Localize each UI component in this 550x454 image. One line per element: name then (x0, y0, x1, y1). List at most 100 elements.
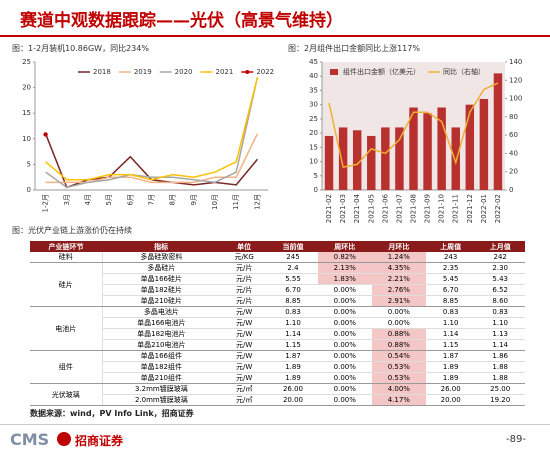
cell: 2.0mm镀膜玻璃 (102, 394, 221, 406)
cell: 4.00% (371, 383, 426, 395)
legend-label: 2020 (175, 68, 193, 76)
legend-label: 2021 (215, 68, 233, 76)
cell: 0.83 (425, 306, 476, 318)
column-header: 上月值 (475, 241, 525, 252)
bar (367, 135, 376, 190)
cell: 元/片 (220, 273, 269, 285)
x-tick-label: 11月 (232, 194, 240, 210)
cell: 6.70 (268, 284, 318, 296)
cell: 0.88% (371, 339, 426, 351)
series-line (328, 82, 499, 169)
cell: 1.89 (268, 372, 318, 384)
cell: 1.89 (425, 361, 476, 373)
cell: 元/片 (220, 284, 269, 296)
cell: 0.53% (371, 372, 426, 384)
x-tick-label: 7月 (148, 194, 156, 205)
y-tick-label: 0 (27, 186, 31, 194)
series-line (45, 133, 259, 184)
bar (451, 127, 460, 190)
x-tick-label: 2021-05 (367, 194, 375, 223)
x-tick-label: 2022-02 (494, 194, 502, 223)
x-tick-label: 2021-10 (438, 194, 446, 223)
cell: 1.24% (371, 252, 426, 263)
bar (352, 130, 362, 190)
cell: 元/W (220, 361, 269, 373)
group-cell: 电池片 (30, 306, 103, 351)
cell: 1.14 (425, 328, 476, 340)
cell: 0.00% (317, 383, 372, 395)
cell: 单晶182电池片 (102, 328, 221, 340)
cell: 1.13 (475, 328, 525, 340)
x-tick-label: 2021-04 (353, 193, 361, 223)
x-tick-label: 2021-08 (410, 194, 418, 223)
legend-label: 同比（右轴） (443, 67, 485, 76)
cell: 0.00% (317, 328, 372, 340)
x-tick-label: 6月 (126, 194, 134, 205)
column-header: 月环比 (371, 241, 426, 252)
cell: 5.45 (425, 273, 476, 285)
cell: 26.00 (268, 383, 318, 395)
row: 光伏玻璃 3.2mm镀膜玻璃 元/㎡ 26.00 0.00% 4.00% 26.00 25.0… (30, 383, 525, 406)
logo-mark (57, 432, 71, 446)
cell: 0.88% (371, 328, 426, 340)
cell: 2.35 (425, 262, 476, 274)
cell: 19.20 (475, 394, 525, 406)
table-caption: 图：光伏产业链上游涨价仍在持续 (12, 226, 132, 235)
cell: 元/W (220, 372, 269, 384)
brand: 招商证券 (75, 434, 124, 448)
cell: 0.00% (317, 306, 372, 318)
x-tick-label: 2021-07 (395, 194, 403, 223)
column-header: 产业链环节 (30, 241, 103, 252)
y-tick-label: 5 (314, 172, 318, 180)
x-tick-label: 5月 (105, 194, 113, 205)
cell: 1.14 (475, 339, 525, 351)
x-tick-label: 10月 (211, 194, 219, 210)
cell: 1.89 (425, 372, 476, 384)
cell: 元/片 (220, 295, 269, 307)
cell: 单晶182硅片 (102, 284, 221, 296)
group-cell: 光伏玻璃 (30, 383, 103, 406)
bar (465, 104, 475, 190)
cell: 1.89 (268, 361, 318, 373)
row: 电池片 多晶电池片 元/W 0.83 0.00% 0.00% 0.83 0.83 (30, 306, 525, 351)
cell: 8.85 (425, 295, 476, 307)
y-tick-label: 10 (309, 158, 318, 166)
cell: 1.15 (425, 339, 476, 351)
cell: 8.60 (475, 295, 525, 307)
y2-tick-label: 20 (509, 168, 518, 176)
footer-rule (0, 424, 550, 425)
y-tick-label: 20 (22, 84, 31, 92)
row: 单晶182硅片 元/片 6.70 0.00% 2.76% 6.70 6.52 (30, 284, 525, 296)
x-tick-label: 1-2月 (42, 194, 50, 212)
y2-tick-label: 0 (509, 186, 513, 194)
cell: 5.55 (268, 273, 318, 285)
cell: 1.10 (268, 317, 318, 329)
logo: CMS (10, 430, 50, 449)
row: 硅片 多晶硅片 元/片 2.4 2.13% 4.35% 2.35 2.30 (30, 262, 525, 307)
point (43, 132, 48, 137)
cell: 1.10 (425, 317, 476, 329)
column-header: 上周值 (425, 241, 476, 252)
bar (409, 107, 418, 190)
y2-tick-label: 100 (509, 95, 522, 103)
legend-marker (245, 70, 250, 74)
cell: 2.76% (371, 284, 426, 296)
cell: 元/W (220, 339, 269, 351)
cell: 0.82% (317, 252, 372, 263)
cell: 元/W (220, 317, 269, 329)
cell: 单晶210电池片 (102, 339, 221, 351)
x-tick-label: 2021-11 (452, 194, 460, 223)
cell: 1.10 (475, 317, 525, 329)
cell: 2.4 (268, 262, 318, 274)
bar (437, 107, 446, 190)
cell: 243 (425, 252, 476, 263)
cell: 2.91% (371, 295, 426, 307)
cell: 0.00% (317, 284, 372, 296)
x-tick-label: 2021-03 (339, 194, 347, 223)
cell: 25.00 (475, 383, 525, 395)
cell: 2.13% (317, 262, 372, 274)
y-tick-label: 35 (309, 86, 318, 94)
y-tick-label: 5 (27, 160, 31, 168)
series-line (45, 77, 259, 181)
